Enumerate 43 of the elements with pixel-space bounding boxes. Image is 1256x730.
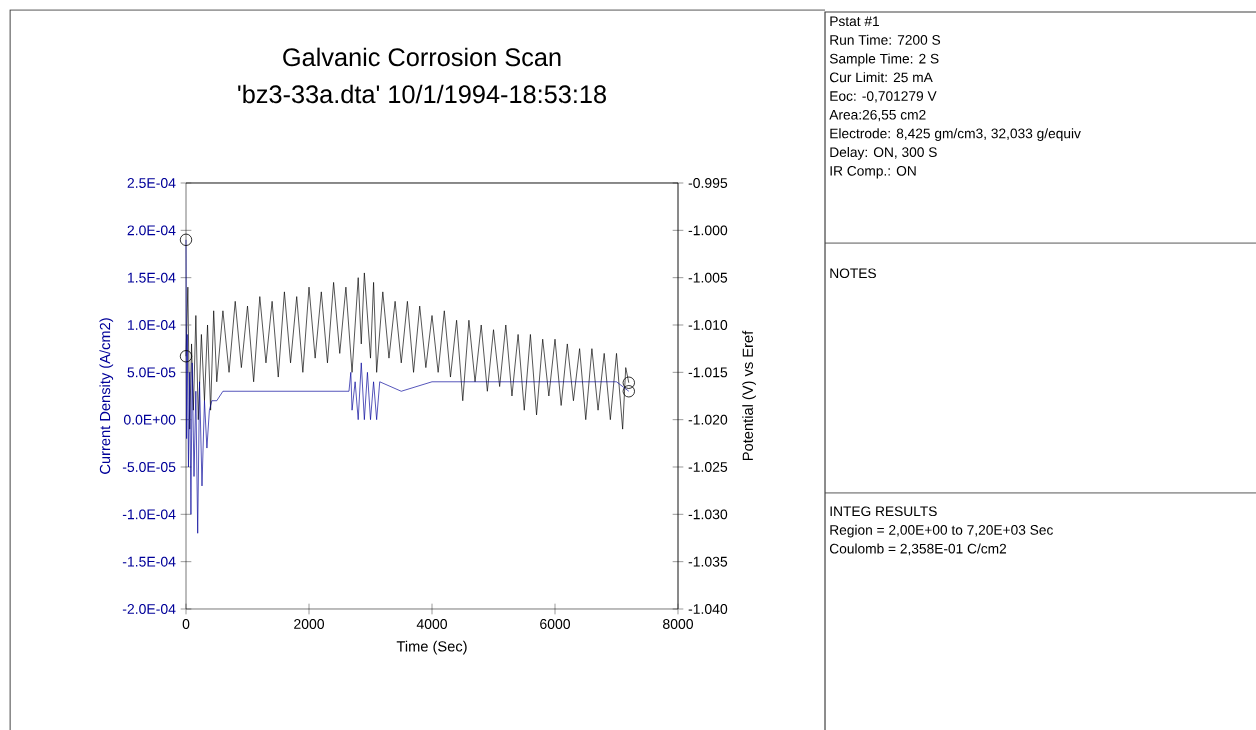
x-tick-label: 6000 (540, 619, 571, 629)
text: Delay: ON, 300 S (830, 146, 937, 160)
x-axis-title: Time (Sec) (396, 640, 467, 655)
text: Run Time: 7200 S (830, 34, 941, 45)
x-tick-label: 2000 (294, 619, 325, 629)
x-tick-label: 4000 (416, 619, 448, 629)
y2-tick-label: -1.005 (688, 272, 728, 283)
y2-tick-label: -1.010 (688, 320, 728, 330)
y2-tick-label: -0.995 (688, 178, 728, 188)
text: Pstat #1 (830, 16, 879, 27)
y-tick-label: -2.0E-04 (122, 604, 176, 614)
chart-title: Galvanic Corrosion Scan (283, 47, 561, 67)
y2-tick-label: -1.020 (688, 414, 728, 425)
y2-tick-label: -1.040 (688, 604, 728, 614)
text: Coulomb = 2,358E-01 C/cm2 (829, 543, 1007, 556)
chart-subtitle: 'bz3-33a.dta' 10/1/1994-18:53:18 (238, 84, 606, 104)
text: Electrode: 8,425 gm/cm3, 32,033 g/equiv (830, 128, 1081, 142)
text: NOTES (830, 268, 876, 279)
text: Area:26,55 cm2 (829, 109, 926, 122)
y-axis-title: Current Density (A/cm2) (99, 318, 114, 474)
y2-tick-label: -1.015 (688, 367, 728, 378)
text: Cur Limit: 25 mA (829, 72, 933, 83)
y-tick-label: 1.0E-04 (127, 320, 176, 330)
y-tick-label: -1.5E-04 (122, 556, 176, 567)
x-tick-label: 8000 (663, 619, 694, 629)
y-tick-label: 2.5E-04 (127, 178, 176, 188)
y2-tick-label: -1.025 (688, 462, 728, 472)
text: Eoc: -0,701279 V (830, 91, 937, 103)
y-tick-label: 0.0E+00 (123, 414, 176, 425)
y2-axis-title: Potential (V) vs Eref (742, 330, 756, 460)
y-tick-label: 2.0E-04 (127, 225, 176, 236)
y-tick-label: 5.0E-05 (127, 367, 176, 378)
y-tick-label: -1.0E-04 (122, 509, 176, 520)
x-tick-label: 0 (182, 619, 190, 629)
y2-tick-label: -1.035 (688, 556, 728, 567)
y2-tick-label: -1.000 (688, 225, 728, 236)
y-tick-label: 1.5E-04 (127, 272, 176, 283)
text: Region = 2,00E+00 to 7,20E+03 Sec (830, 524, 1053, 538)
y2-tick-label: -1.030 (688, 509, 728, 520)
text: Sample Time: 2 S (829, 53, 939, 67)
text: IR Comp.: ON (830, 166, 916, 179)
y-tick-label: -5.0E-05 (122, 462, 176, 472)
text: INTEG RESULTS (830, 506, 937, 517)
